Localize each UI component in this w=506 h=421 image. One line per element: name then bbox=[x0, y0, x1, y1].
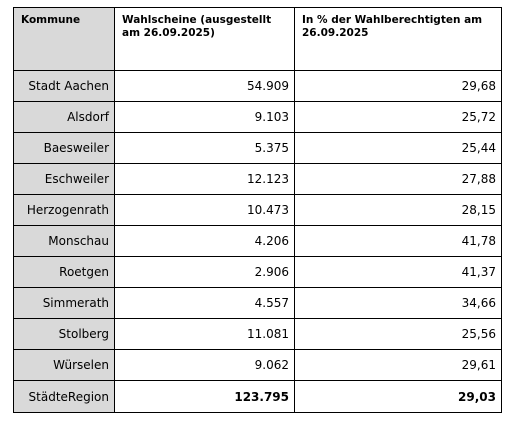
wahlscheine-cell: 5.375 bbox=[114, 132, 295, 164]
prozent-cell: 34,66 bbox=[294, 287, 502, 319]
kommune-cell: Eschweiler bbox=[13, 163, 115, 195]
wahlscheine-cell: 4.206 bbox=[114, 225, 295, 257]
wahlscheine-cell: 54.909 bbox=[114, 70, 295, 102]
kommune-cell: Stolberg bbox=[13, 318, 115, 350]
kommune-cell: Herzogenrath bbox=[13, 194, 115, 226]
table-row: Stadt Aachen 54.909 29,68 bbox=[13, 70, 502, 102]
table-row: Herzogenrath 10.473 28,15 bbox=[13, 194, 502, 226]
header-kommune: Kommune bbox=[13, 7, 115, 71]
total-kommune-cell: StädteRegion bbox=[13, 380, 115, 413]
wahlscheine-cell: 9.103 bbox=[114, 101, 295, 133]
prozent-cell: 29,61 bbox=[294, 349, 502, 381]
total-prozent-cell: 29,03 bbox=[294, 380, 502, 413]
kommune-cell: Monschau bbox=[13, 225, 115, 257]
prozent-cell: 29,68 bbox=[294, 70, 502, 102]
table-row: Roetgen 2.906 41,37 bbox=[13, 256, 502, 288]
kommune-cell: Alsdorf bbox=[13, 101, 115, 133]
wahlscheine-table: Kommune Wahlscheine (ausgestellt am 26.0… bbox=[13, 7, 502, 413]
table-row: Baesweiler 5.375 25,44 bbox=[13, 132, 502, 164]
prozent-cell: 25,72 bbox=[294, 101, 502, 133]
table-row: Monschau 4.206 41,78 bbox=[13, 225, 502, 257]
total-row: StädteRegion 123.795 29,03 bbox=[13, 380, 502, 413]
prozent-cell: 25,56 bbox=[294, 318, 502, 350]
wahlscheine-cell: 9.062 bbox=[114, 349, 295, 381]
table-row: Eschweiler 12.123 27,88 bbox=[13, 163, 502, 195]
table-row: Würselen 9.062 29,61 bbox=[13, 349, 502, 381]
prozent-cell: 27,88 bbox=[294, 163, 502, 195]
wahlscheine-cell: 12.123 bbox=[114, 163, 295, 195]
header-prozent: In % der Wahlberechtigten am 26.09.2025 bbox=[294, 7, 502, 71]
prozent-cell: 41,37 bbox=[294, 256, 502, 288]
prozent-cell: 28,15 bbox=[294, 194, 502, 226]
table-row: Alsdorf 9.103 25,72 bbox=[13, 101, 502, 133]
table-header-row: Kommune Wahlscheine (ausgestellt am 26.0… bbox=[13, 7, 502, 71]
wahlscheine-cell: 10.473 bbox=[114, 194, 295, 226]
kommune-cell: Simmerath bbox=[13, 287, 115, 319]
kommune-cell: Würselen bbox=[13, 349, 115, 381]
wahlscheine-cell: 2.906 bbox=[114, 256, 295, 288]
kommune-cell: Stadt Aachen bbox=[13, 70, 115, 102]
table-row: Simmerath 4.557 34,66 bbox=[13, 287, 502, 319]
wahlscheine-cell: 11.081 bbox=[114, 318, 295, 350]
total-wahlscheine-cell: 123.795 bbox=[114, 380, 295, 413]
header-wahlscheine: Wahlscheine (ausgestellt am 26.09.2025) bbox=[114, 7, 295, 71]
wahlscheine-cell: 4.557 bbox=[114, 287, 295, 319]
prozent-cell: 25,44 bbox=[294, 132, 502, 164]
kommune-cell: Roetgen bbox=[13, 256, 115, 288]
table-row: Stolberg 11.081 25,56 bbox=[13, 318, 502, 350]
kommune-cell: Baesweiler bbox=[13, 132, 115, 164]
prozent-cell: 41,78 bbox=[294, 225, 502, 257]
